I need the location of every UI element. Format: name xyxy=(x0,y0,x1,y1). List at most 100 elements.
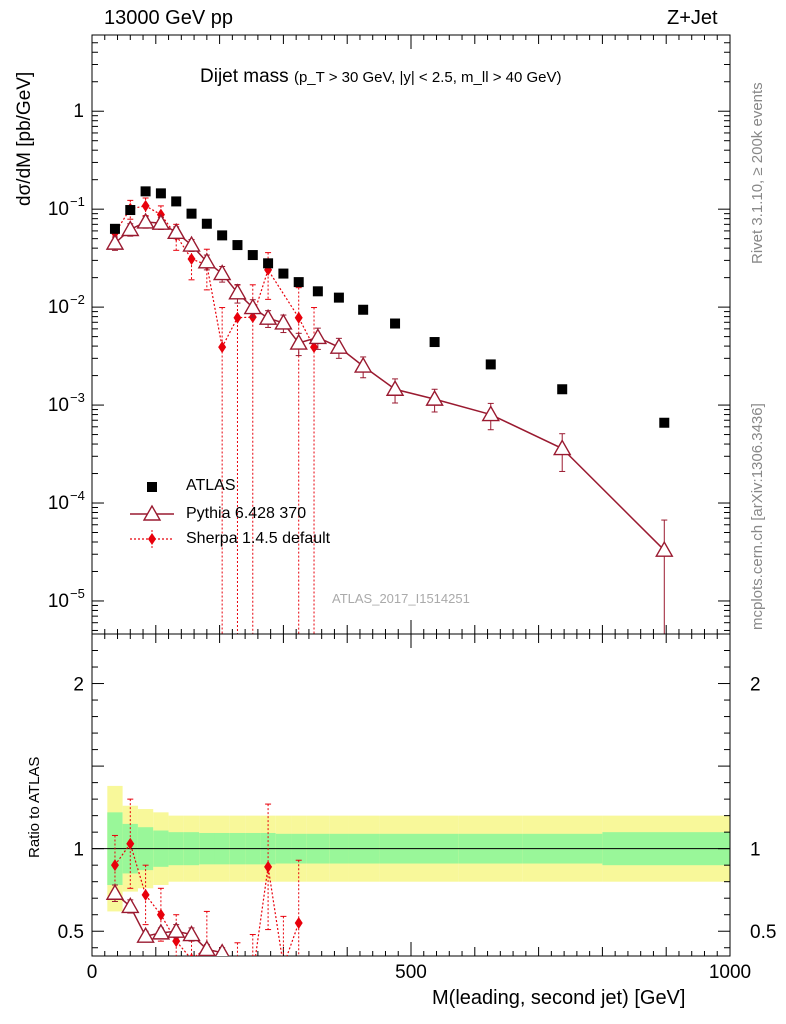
energy-label: 13000 GeV pp xyxy=(104,7,233,29)
ratio-sherpa-point xyxy=(156,908,165,921)
sherpa-point xyxy=(141,199,150,212)
ratio-pythia-point xyxy=(236,954,239,956)
sherpa-point xyxy=(310,341,319,354)
pythia-point xyxy=(212,264,232,281)
atlas-point xyxy=(485,359,496,370)
ratio-panel: 0 500 1000 0.5 0.5 1 1 2 2 xyxy=(58,35,776,1008)
ratio-sherpa-point xyxy=(110,859,119,872)
pythia-point xyxy=(552,439,572,456)
atlas-point xyxy=(429,337,440,348)
legend-marker-pythia xyxy=(142,504,162,521)
ratio-series xyxy=(105,798,303,1008)
pythia-point xyxy=(481,405,500,422)
ratio-sherpa-point xyxy=(218,996,226,1008)
atlas-point xyxy=(557,384,568,395)
ratio-sherpa-point xyxy=(189,953,194,956)
pythia-point xyxy=(121,220,140,237)
chart-title-sub: (p_T > 30 GeV, |y| < 2.5, m_ll > 40 GeV) xyxy=(293,69,562,86)
atlas-point xyxy=(140,186,151,197)
ratio-pythia-point xyxy=(121,897,140,914)
y-tick-label: 10 xyxy=(48,199,69,220)
pythia-point xyxy=(228,283,247,300)
analysis-id: ATLAS_2017_I1514251 xyxy=(332,591,470,606)
pythia-point xyxy=(243,298,262,315)
ratio-sherpa-point xyxy=(279,960,287,972)
ratio-y-tick-label-right: 1 xyxy=(750,840,761,861)
atlas-point xyxy=(390,318,401,329)
y-tick-label: 10 xyxy=(48,297,69,318)
atlas-point xyxy=(217,230,228,241)
ratio-y-ticks: 0.5 0.5 1 1 2 2 xyxy=(58,650,776,949)
pythia-point xyxy=(329,337,349,354)
atlas-point xyxy=(109,223,120,234)
ratio-pythia-point xyxy=(136,926,155,943)
ratio-y-axis-label: Ratio to ATLAS xyxy=(26,756,43,858)
ratio-sherpa-point xyxy=(264,860,273,873)
atlas-point xyxy=(186,208,197,219)
pythia-point xyxy=(385,379,405,396)
y-tick-label-exponent: −4 xyxy=(70,488,85,503)
legend-marker-sherpa xyxy=(148,533,156,545)
atlas-point xyxy=(293,277,304,288)
chart-title-main: Dijet mass xyxy=(200,66,289,87)
atlas-point xyxy=(263,258,274,269)
ratio-sherpa-point xyxy=(233,978,241,990)
x-axis-label: M(leading, second jet) [GeV] xyxy=(432,987,686,1009)
x-tick-label: 500 xyxy=(395,962,427,983)
ratio-pythia xyxy=(105,883,239,956)
main-series xyxy=(105,186,674,634)
pythia-point xyxy=(258,308,278,325)
main-panel: 10 −510 −410 −310 −210 −11 xyxy=(48,34,731,635)
atlas-point xyxy=(232,240,243,251)
main-y-ticks: 10 −510 −410 −310 −210 −11 xyxy=(48,34,730,631)
ratio-frame xyxy=(91,633,731,957)
ratio-y-tick-label: 2 xyxy=(73,675,84,696)
ratio-pythia-point xyxy=(182,925,201,942)
y-tick-label-exponent: −1 xyxy=(70,194,85,209)
pythia-point xyxy=(182,235,201,252)
atlas-point xyxy=(201,218,212,229)
ratio-pythia-point xyxy=(167,921,186,938)
ratio-pythia-point xyxy=(197,939,216,956)
pythia-point xyxy=(655,540,674,557)
pythia-point xyxy=(425,389,444,406)
ratio-y-tick-label: 1 xyxy=(73,840,84,861)
sherpa-point xyxy=(294,311,303,324)
x-tick-label: 0 xyxy=(87,962,98,983)
ratio-y-tick-label-right: 2 xyxy=(750,675,761,696)
atlas-point xyxy=(171,196,182,207)
atlas-point xyxy=(125,205,136,216)
pythia-line xyxy=(114,221,665,551)
y-tick-label: 10 xyxy=(48,395,69,416)
atlas-point xyxy=(278,268,289,279)
y-tick-label-exponent: −5 xyxy=(70,586,85,601)
process-label: Z+Jet xyxy=(667,7,718,29)
y-tick-label: 10 xyxy=(48,493,69,514)
y-tick-label-exponent: −3 xyxy=(70,390,85,405)
series-pythia xyxy=(105,212,674,634)
pythia-point xyxy=(151,213,171,230)
atlas-point xyxy=(358,304,369,315)
sherpa-point xyxy=(218,341,227,354)
series-atlas xyxy=(109,186,670,428)
ratio-y-tick-label: 0.5 xyxy=(58,922,84,943)
pythia-point xyxy=(197,252,217,269)
x-tick-label: 1000 xyxy=(709,962,751,983)
pythia-point xyxy=(167,222,186,240)
legend-label-sherpa: Sherpa 1.4.5 default xyxy=(186,530,331,547)
ratio-pythia-point xyxy=(105,883,125,900)
ratio-sherpa-point xyxy=(126,837,135,850)
pythia-point xyxy=(308,328,328,345)
pythia-point xyxy=(105,233,125,250)
series-sherpa xyxy=(110,197,319,634)
legend-marker-atlas xyxy=(147,482,157,492)
pythia-point xyxy=(289,333,308,350)
pythia-point xyxy=(274,313,293,330)
legend-markers xyxy=(130,482,174,548)
source-info: mcplots.cern.ch [arXiv:1306.3436] xyxy=(749,403,766,630)
pythia-point xyxy=(136,212,155,229)
atlas-point xyxy=(333,292,344,303)
atlas-point xyxy=(155,188,166,199)
ratio-pythia-point xyxy=(214,943,230,956)
x-ticks: 0 500 1000 xyxy=(87,35,751,983)
